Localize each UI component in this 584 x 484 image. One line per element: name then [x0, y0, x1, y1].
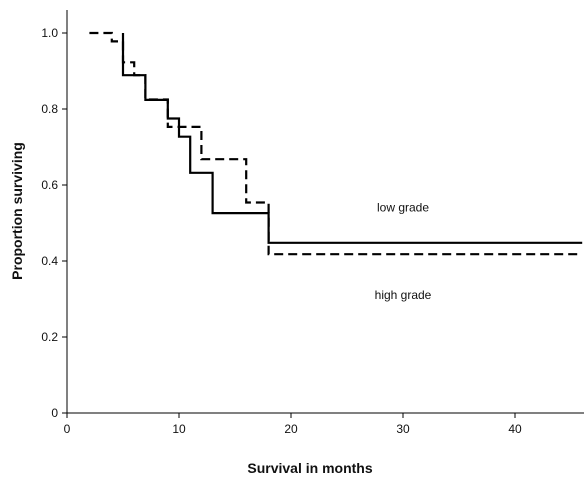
- x-tick-label: 10: [172, 422, 186, 436]
- plot-axes: [66, 10, 584, 414]
- x-tick-label: 30: [396, 422, 410, 436]
- curve-annotation-label: low grade: [377, 201, 429, 215]
- survival-curve-dashed: [89, 31, 583, 256]
- x-axis-ticks: 0 10 20 30 40: [64, 413, 522, 436]
- y-tick-label: 0.4: [41, 254, 58, 268]
- curve-annotations: low grade high grade: [375, 201, 432, 302]
- curve-annotation-label: high grade: [375, 288, 432, 302]
- y-axis-ticks: 0 0.2 0.4 0.6 0.8 1.0: [41, 26, 67, 420]
- y-axis-title: Proportion surviving: [9, 142, 25, 280]
- y-tick-label: 1.0: [41, 26, 58, 40]
- y-tick-label: 0: [51, 406, 58, 420]
- survival-curves: [89, 31, 583, 256]
- x-tick-label: 40: [508, 422, 522, 436]
- survival-curve-solid: [121, 33, 583, 244]
- x-tick-label: 0: [64, 422, 71, 436]
- x-tick-label: 20: [284, 422, 298, 436]
- y-tick-label: 0.8: [41, 102, 58, 116]
- y-tick-label: 0.2: [41, 330, 58, 344]
- x-axis-title: Survival in months: [247, 460, 372, 476]
- y-tick-label: 0.6: [41, 178, 58, 192]
